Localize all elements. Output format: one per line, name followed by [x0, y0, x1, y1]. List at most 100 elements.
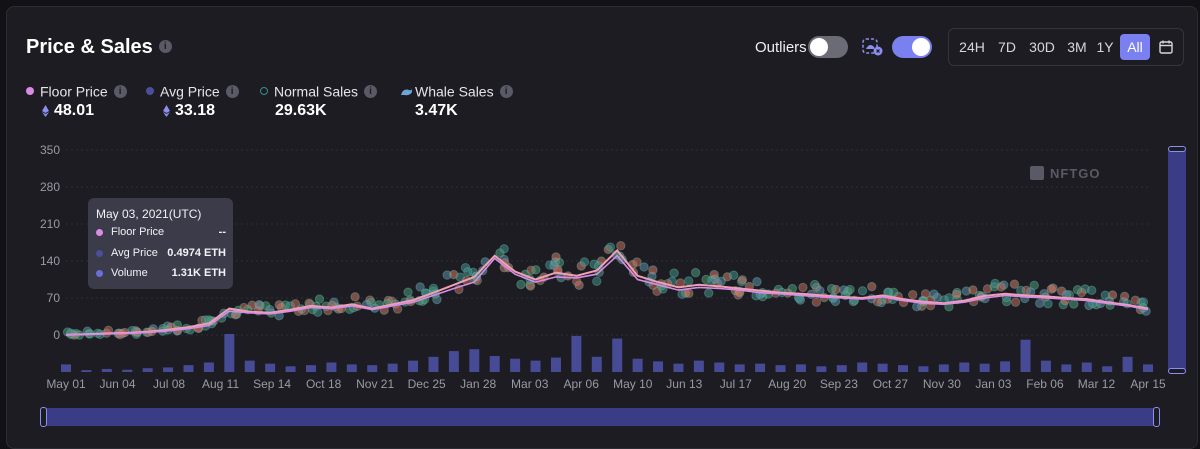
sale-point — [929, 289, 939, 299]
info-icon[interactable]: i — [113, 84, 127, 98]
legend-value-text: 48.01 — [54, 102, 95, 119]
info-icon[interactable]: i — [499, 84, 513, 98]
volume-bar — [959, 362, 970, 372]
volume-bar — [898, 365, 909, 372]
sale-point — [683, 276, 694, 286]
volume-bar — [857, 362, 868, 372]
legend-value-text: 29.63K — [275, 102, 327, 119]
sale-point — [551, 252, 561, 262]
sale-point — [787, 283, 798, 294]
y-tick-label: 350 — [40, 143, 60, 157]
sale-point — [605, 242, 616, 252]
info-icon[interactable]: i — [158, 39, 172, 53]
x-tick-label: Apr 06 — [564, 377, 600, 391]
sale-point — [1087, 285, 1097, 296]
whale-filter-icon[interactable] — [862, 37, 884, 57]
x-tick-label: May 01 — [46, 377, 86, 391]
sale-point — [908, 289, 918, 300]
sale-point — [290, 299, 301, 309]
sale-point — [350, 292, 360, 302]
volume-bar — [653, 361, 664, 372]
price-lines — [65, 248, 1149, 336]
legend-avg-price[interactable]: Avg Price i — [146, 82, 239, 99]
legend-normal-sales[interactable]: Normal Sales i — [260, 82, 378, 99]
sale-point — [704, 288, 714, 298]
floor-dot-icon — [96, 228, 103, 236]
sale-point — [1069, 299, 1079, 309]
volume-bar — [448, 351, 459, 372]
x-tick-label: Aug 11 — [202, 377, 239, 391]
x-tick-label: Nov 21 — [356, 377, 394, 391]
volume-bar — [693, 360, 704, 372]
info-icon[interactable]: i — [225, 84, 239, 98]
y-tick-label: 70 — [47, 291, 61, 305]
volume-bar — [1020, 339, 1031, 372]
range-1y[interactable]: 1Y — [1096, 39, 1114, 55]
calendar-icon[interactable] — [1158, 39, 1174, 55]
range-3m[interactable]: 3M — [1067, 39, 1087, 55]
sale-point — [516, 279, 526, 290]
panel-title-text: Price & Sales — [26, 36, 153, 58]
outliers-toggle[interactable] — [808, 36, 848, 58]
vrange-bottom-handle[interactable] — [1168, 368, 1186, 374]
volume-bar — [530, 360, 541, 372]
x-tick-label: Jun 13 — [666, 377, 702, 391]
range-start-handle[interactable] — [40, 407, 47, 427]
chart-tooltip: May 03, 2021(UTC) Floor Price -- Avg Pric… — [88, 198, 233, 289]
sale-point — [1010, 297, 1021, 307]
legend-whale-sales[interactable]: Whale Sales i — [400, 82, 513, 99]
range-all[interactable]: All — [1120, 34, 1150, 60]
x-tick-label: Jan 03 — [975, 377, 1011, 391]
volume-bar — [877, 363, 888, 372]
range-24h[interactable]: 24H — [959, 39, 985, 55]
sale-point — [811, 297, 822, 307]
nftgo-logo-icon — [1030, 166, 1044, 180]
sale-point — [314, 294, 325, 304]
volume-bar — [775, 365, 786, 372]
volume-bar — [163, 367, 174, 372]
volume-bar — [1122, 356, 1133, 372]
eth-icon — [42, 104, 49, 117]
volume-bar — [1081, 362, 1092, 372]
tooltip-value: -- — [218, 226, 226, 238]
volume-bar — [101, 368, 112, 372]
watermark: NFTGO — [1030, 166, 1100, 181]
vrange-top-handle[interactable] — [1168, 146, 1186, 152]
y-tick-label: 0 — [53, 328, 60, 342]
range-end-handle[interactable] — [1153, 407, 1160, 427]
sale-point — [1119, 291, 1130, 302]
whale-sales-value: 3.47K — [415, 102, 458, 120]
whale-sales-toggle[interactable] — [892, 36, 932, 58]
volume-bar — [1143, 364, 1153, 372]
sale-point — [592, 276, 602, 286]
range-7d[interactable]: 7D — [998, 39, 1016, 55]
vertical-range-slider[interactable] — [1168, 146, 1186, 374]
volume-bar — [326, 362, 337, 372]
volume-bar — [183, 365, 194, 372]
legend-floor-price[interactable]: Floor Price i — [26, 82, 127, 99]
info-icon[interactable]: i — [364, 84, 378, 98]
sale-point — [968, 285, 978, 295]
volume-bar — [1040, 360, 1051, 372]
sale-point — [716, 276, 726, 287]
volume-bar — [1061, 364, 1072, 372]
sale-point — [499, 244, 509, 254]
y-axis: 0 70 140 210 280 350 — [40, 143, 60, 342]
sale-point — [810, 279, 820, 290]
sale-point — [752, 277, 762, 287]
avg-price-line — [65, 248, 1149, 336]
sale-point — [66, 328, 76, 338]
sale-point — [1107, 290, 1118, 300]
x-tick-label: Jan 28 — [460, 377, 496, 391]
sale-point — [701, 274, 711, 285]
normal-sales-value: 29.63K — [275, 102, 327, 120]
volume-bar — [612, 338, 623, 372]
x-tick-label: Apr 15 — [1130, 377, 1166, 391]
horizontal-range-slider[interactable] — [40, 407, 1160, 427]
x-tick-label: Oct 27 — [873, 377, 909, 391]
x-tick-label: Mar 03 — [511, 377, 549, 391]
tooltip-label: Volume — [111, 267, 148, 280]
range-30d[interactable]: 30D — [1029, 39, 1055, 55]
volume-bar — [816, 366, 827, 372]
